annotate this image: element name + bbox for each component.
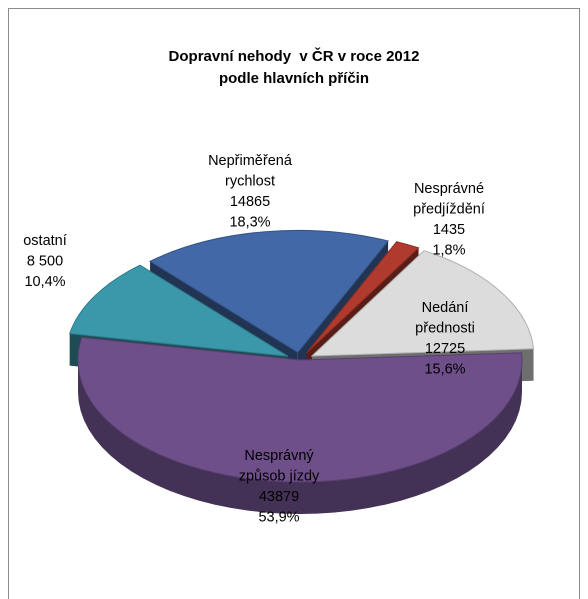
slice-label-0: Nesprávné předjíždění 1435 1,8% — [413, 181, 485, 259]
chart-title-line-2: podle hlavních příčin — [218, 70, 370, 87]
slice-label-1: Nedání přednosti 12725 15,6% — [415, 300, 475, 378]
slice-label-3: ostatní 8 500 10,4% — [23, 233, 67, 290]
pie-slice-2 — [77, 336, 523, 483]
chart-title-line-1: Dopravní nehody v ČR v roce 2012 — [168, 48, 420, 65]
pie-slice-0 — [306, 241, 420, 354]
slice-label-2: Nesprávný způsob jízdy 43879 53,9% — [239, 448, 320, 526]
pie-slice-3 — [68, 264, 289, 357]
pie-slice-1 — [310, 250, 535, 357]
chart-title: Dopravní nehody v ČR v roce 2012 podle h… — [0, 46, 588, 90]
slice-label-4: Nepřiměřená rychlost 14865 18,3% — [208, 153, 293, 231]
pie-slice-4 — [149, 229, 390, 354]
pie-top-layer — [68, 229, 535, 483]
